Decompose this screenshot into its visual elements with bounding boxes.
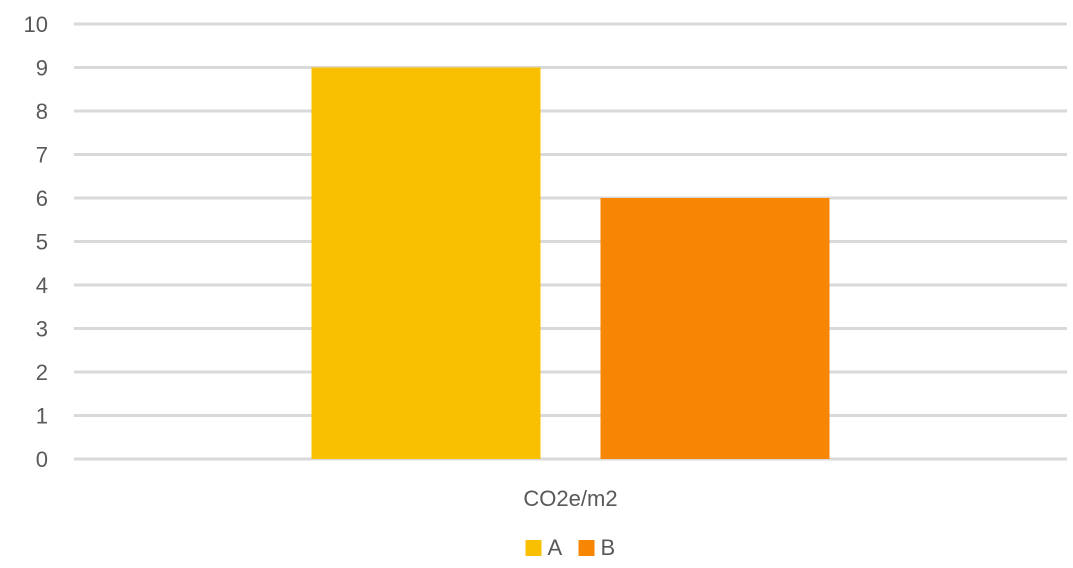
y-tick-label: 5 — [36, 230, 48, 255]
legend-item-b: B — [578, 535, 616, 560]
y-tick-label: 3 — [36, 317, 48, 342]
y-axis-tick-labels: 0 1 2 3 4 5 6 7 8 9 10 — [24, 12, 48, 472]
gridlines — [74, 22, 1067, 461]
y-tick-label: 6 — [36, 186, 48, 211]
bars — [311, 67, 830, 459]
y-tick-label: 7 — [36, 143, 48, 168]
x-axis-category-labels: CO2e/m2 — [523, 486, 617, 511]
y-tick-label: 10 — [24, 12, 48, 37]
legend-swatch-b — [578, 540, 595, 556]
y-tick-label: 1 — [36, 404, 48, 429]
bar-b-0 — [600, 198, 830, 459]
y-tick-label: 8 — [36, 99, 48, 124]
y-tick-label: 4 — [36, 273, 48, 298]
bar-a-0 — [311, 67, 541, 459]
y-tick-label: 0 — [36, 447, 48, 472]
y-tick-label: 9 — [36, 56, 48, 81]
legend-item-a: A — [525, 535, 563, 560]
x-category-label: CO2e/m2 — [523, 486, 617, 511]
y-tick-label: 2 — [36, 360, 48, 385]
legend-swatch-a — [525, 540, 542, 556]
legend-label-a: A — [548, 535, 563, 560]
legend-label-b: B — [601, 535, 616, 560]
